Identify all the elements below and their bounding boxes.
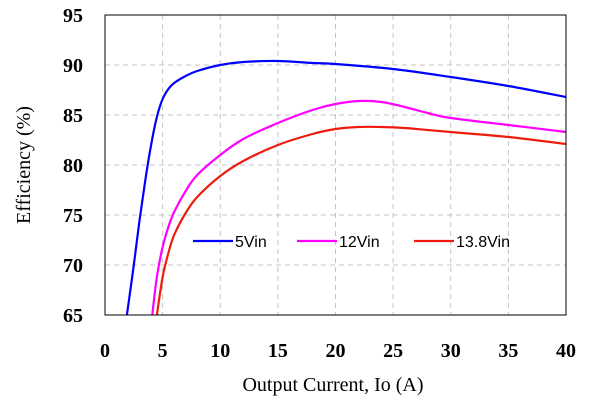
legend-label-1: 12Vin	[339, 234, 380, 251]
y-axis-label: Efficiency (%)	[13, 106, 35, 224]
y-tick-label: 70	[63, 255, 83, 277]
x-tick-label: 10	[210, 340, 230, 362]
y-tick-label: 85	[63, 105, 83, 127]
legend-label-0: 5Vin	[235, 234, 267, 251]
x-tick-label: 25	[383, 340, 403, 362]
y-tick-labels: 65 70 75 80 85 90 95	[63, 5, 83, 327]
grid	[105, 15, 566, 315]
x-tick-label: 5	[158, 340, 168, 362]
plot-frame	[104, 14, 567, 316]
y-tick-label: 90	[63, 55, 83, 77]
y-tick-label: 80	[63, 155, 83, 177]
legend: 5Vin 12Vin 13.8Vin	[193, 234, 510, 251]
x-tick-label: 35	[498, 340, 518, 362]
series-lines	[125, 59, 566, 315]
series-line-5vin	[125, 59, 566, 315]
series-line-12vin	[151, 99, 566, 315]
x-tick-label: 30	[441, 340, 461, 362]
series-line-13-8vin	[155, 125, 566, 315]
x-tick-label: 40	[556, 340, 576, 362]
y-tick-label: 75	[63, 205, 83, 227]
x-tick-labels: 0 5 10 15 20 25 30 35 40	[100, 340, 576, 362]
y-tick-label: 65	[63, 305, 83, 327]
x-axis-label: Output Current, Io (A)	[242, 374, 423, 396]
legend-label-2: 13.8Vin	[456, 234, 510, 251]
x-tick-label: 20	[326, 340, 346, 362]
x-tick-label: 0	[100, 340, 110, 362]
x-tick-label: 15	[268, 340, 288, 362]
y-tick-label: 95	[63, 5, 83, 27]
